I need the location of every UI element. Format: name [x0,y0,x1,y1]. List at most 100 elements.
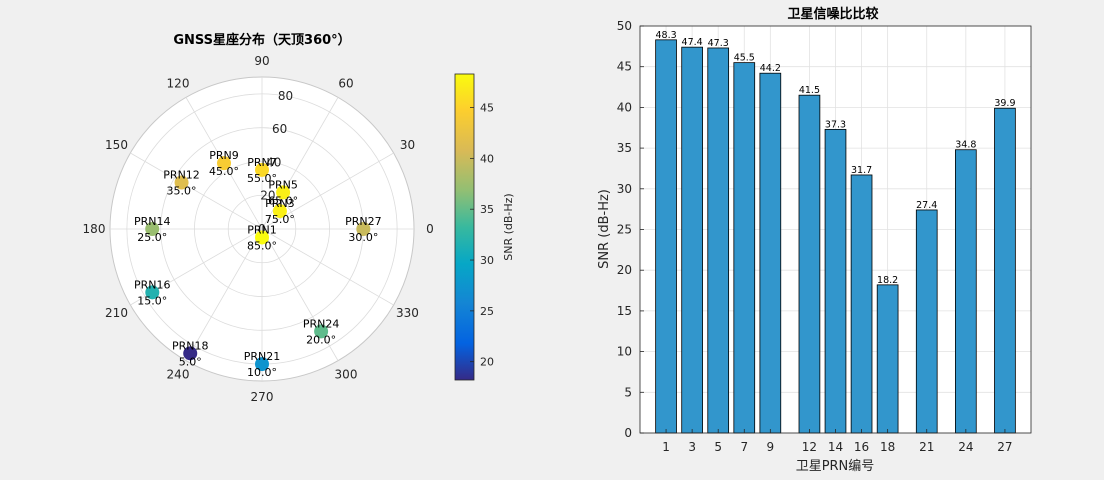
bar-x-tick-label: 24 [958,440,973,454]
colorbar-tick-label: 25 [480,305,494,318]
satellite-elevation-label: 65.0° [268,194,298,207]
bar-value-label: 48.3 [655,30,676,41]
bar-x-tick-label: 9 [767,440,775,454]
satellite-elevation-label: 85.0° [247,239,277,252]
bar-chart: 卫星信噪比比较 48.3 47.4 47.3 45.5 44.2 41.5 37.3 31.7… [597,6,1032,474]
polar-r-tick: 60 [272,122,287,136]
bar-value-label: 47.3 [708,38,729,49]
satellite-prn-label: PRN3 [265,197,295,210]
snr-bar [994,107,1016,434]
satellite-point [174,175,189,190]
colorbar-tick-label: 35 [480,203,494,216]
satellite-point [272,204,287,219]
satellite-prn-label: PRN18 [172,339,209,352]
satellite-elevation-label: 20.0° [306,333,336,346]
polar-r-tick: 20 [260,189,275,203]
polar-grid-spoke [185,228,263,361]
polar-theta-tick: 90 [254,54,269,68]
bar-y-tick-label: 35 [617,141,632,155]
polar-chart: GNSS星座分布（天顶360°） 0 30 60 90 120 150 180 210 240 2… [83,32,434,404]
bar-x-tick-label: 12 [802,440,817,454]
satellite-prn-label: PRN24 [303,317,340,330]
satellite-prn-label: PRN7 [247,156,277,169]
bar-x-tick-label: 14 [828,440,843,454]
satellite-point [356,222,371,236]
polar-theta-tick: 270 [251,390,274,404]
polar-theta-tick: 120 [167,77,190,91]
polar-r-tick: 0 [258,222,266,236]
satellite-elevation-label: 25.0° [137,231,167,244]
polar-theta-tick: 60 [338,77,353,91]
polar-grid-spoke [261,228,394,306]
satellite-elevation-label: 55.0° [247,172,277,185]
bar-y-tick-label: 10 [617,345,632,359]
satellite-point [276,185,291,200]
colorbar-gradient [454,73,475,381]
bar-y-axis-label: SNR (dB-Hz) [597,189,612,269]
satellite-prn-label: PRN5 [268,178,298,191]
bar-value-label: 45.5 [734,53,755,64]
colorbar-label: SNR (dB-Hz) [502,193,515,260]
polar-points: PRN185.0°PRN375.0°PRN565.0°PRN755.0°PRN9… [134,149,382,379]
satellite-elevation-label: 35.0° [167,185,197,198]
snr-bar [824,128,847,434]
satellite-prn-label: PRN14 [134,215,171,228]
bar-value-label: 39.9 [994,98,1015,109]
bar-y-tick-label: 15 [617,304,632,318]
bar-y-tick-label: 0 [624,426,632,440]
polar-tick-labels: 0 30 60 90 120 150 180 210 240 270 300 330 0 20 40 60 80 [83,54,434,404]
snr-bar [759,72,782,434]
snr-bar [955,149,977,434]
satellite-prn-label: PRN27 [345,215,382,228]
satellite-prn-label: PRN9 [209,149,239,162]
polar-theta-tick: 300 [335,367,358,381]
bar-y-tick-label: 50 [617,19,632,33]
bar-chart-title: 卫星信噪比比较 [787,6,878,22]
bar-y-tick-label: 30 [617,182,632,196]
satellite-point [183,346,198,361]
polar-r-tick: 40 [266,155,281,169]
satellite-elevation-label: 45.0° [209,165,239,178]
bar-value-label: 37.3 [825,119,846,130]
bar-value-label: 47.4 [682,37,703,48]
satellite-point [255,357,269,372]
polar-theta-tick: 150 [105,138,128,152]
colorbar-tick-label: 30 [480,254,494,267]
snr-bar [876,284,899,434]
bar-value-label: 41.5 [799,85,820,96]
satellite-point [255,162,269,177]
bar-value-label: 34.8 [955,140,976,151]
colorbar-tick-label: 45 [480,102,494,115]
satellite-prn-label: PRN12 [163,169,200,182]
snr-bar [850,174,873,434]
snr-bar [681,46,703,434]
bar-x-tick-label: 1 [662,440,670,454]
bar-value-label: 31.7 [851,165,872,176]
colorbar-tick-label: 40 [480,152,494,165]
bar-y-tick-label: 5 [624,385,632,399]
polar-r-tick: 80 [278,89,293,103]
satellite-point [255,230,269,245]
bar-x-axis-label: 卫星PRN编号 [796,459,875,474]
satellite-point [145,285,160,300]
snr-bar [655,39,677,434]
bar-y-tick-label: 20 [617,263,632,277]
polar-chart-title: GNSS星座分布（天顶360°） [173,32,350,48]
bar-value-label: 44.2 [760,63,781,74]
satellite-point [217,156,231,171]
snr-bar [707,47,730,434]
snr-bar [798,94,821,434]
polar-theta-tick: 180 [83,222,106,236]
bar-x-tick-label: 3 [688,440,696,454]
bar-y-tick-label: 45 [617,60,632,74]
bar-x-tick-label: 27 [997,440,1012,454]
snr-colorbar: 20 25 30 35 40 45 SNR (dB-Hz) [454,73,515,381]
polar-grid-spoke [130,152,263,230]
polar-grid [109,76,415,382]
satellite-point [314,324,329,339]
satellite-prn-label: PRN21 [244,350,281,363]
satellite-elevation-label: 75.0° [265,213,295,226]
satellite-elevation-label: 10.0° [247,366,277,379]
snr-bar [733,62,756,434]
